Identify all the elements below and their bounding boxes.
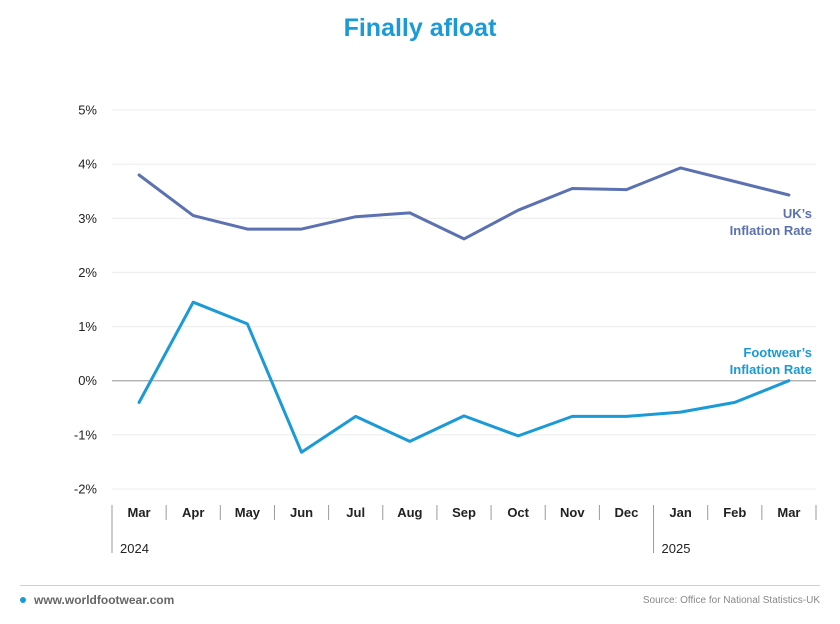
x-tick-label: Jan bbox=[669, 505, 691, 520]
x-tick-label: Jul bbox=[346, 505, 365, 520]
footer-divider bbox=[20, 585, 820, 586]
y-tick-label: -1% bbox=[74, 427, 98, 442]
uk-series-label: UK’s bbox=[783, 206, 812, 221]
x-tick-label: Sep bbox=[452, 505, 476, 520]
uk-series-label: Inflation Rate bbox=[730, 223, 812, 238]
x-tick-label: May bbox=[235, 505, 261, 520]
x-tick-label: Apr bbox=[182, 505, 204, 520]
x-tick-label: Aug bbox=[397, 505, 422, 520]
x-tick-label: Feb bbox=[723, 505, 746, 520]
website-credit[interactable]: www.worldfootwear.com bbox=[20, 593, 174, 607]
y-tick-label: 0% bbox=[78, 373, 97, 388]
bullet-dot-icon bbox=[20, 596, 26, 603]
footwear-inflation-line bbox=[137, 300, 791, 454]
series-lines bbox=[137, 166, 791, 454]
x-axis: Mar Apr May Jun Jul Aug Sep Oct Nov Dec Jan Feb Mar 2… bbox=[111, 505, 817, 556]
y-tick-label: -2% bbox=[74, 482, 98, 497]
x-tick-label: Dec bbox=[615, 505, 639, 520]
footwear-series-label: Footwear’s bbox=[743, 345, 812, 360]
source-note: Source: Office for National Statistics-U… bbox=[642, 595, 820, 606]
x-tick-label: Mar bbox=[777, 505, 800, 520]
website-link[interactable]: www.worldfootwear.com bbox=[34, 593, 175, 607]
year-label: 2025 bbox=[662, 541, 691, 556]
x-tick-label: Jun bbox=[290, 505, 313, 520]
x-tick-label: Mar bbox=[128, 505, 151, 520]
footwear-series-label: Inflation Rate bbox=[730, 362, 812, 377]
gridlines bbox=[112, 109, 816, 490]
series-labels: UK’s Inflation Rate Footwear’s Inflation Ra… bbox=[730, 206, 812, 377]
uk-inflation-line bbox=[137, 166, 791, 241]
y-tick-label: 5% bbox=[78, 103, 97, 118]
y-tick-label: 1% bbox=[78, 319, 97, 334]
x-tick-label: Oct bbox=[507, 505, 529, 520]
chart-title: Finally afloat bbox=[343, 14, 497, 42]
year-label: 2024 bbox=[120, 541, 149, 556]
y-axis: -2% -1% 0% 1% 2% 3% 4% 5% bbox=[74, 103, 98, 497]
x-tick-label: Nov bbox=[560, 505, 585, 520]
y-tick-label: 4% bbox=[78, 157, 97, 172]
y-tick-label: 3% bbox=[78, 211, 97, 226]
y-tick-label: 2% bbox=[78, 265, 97, 280]
